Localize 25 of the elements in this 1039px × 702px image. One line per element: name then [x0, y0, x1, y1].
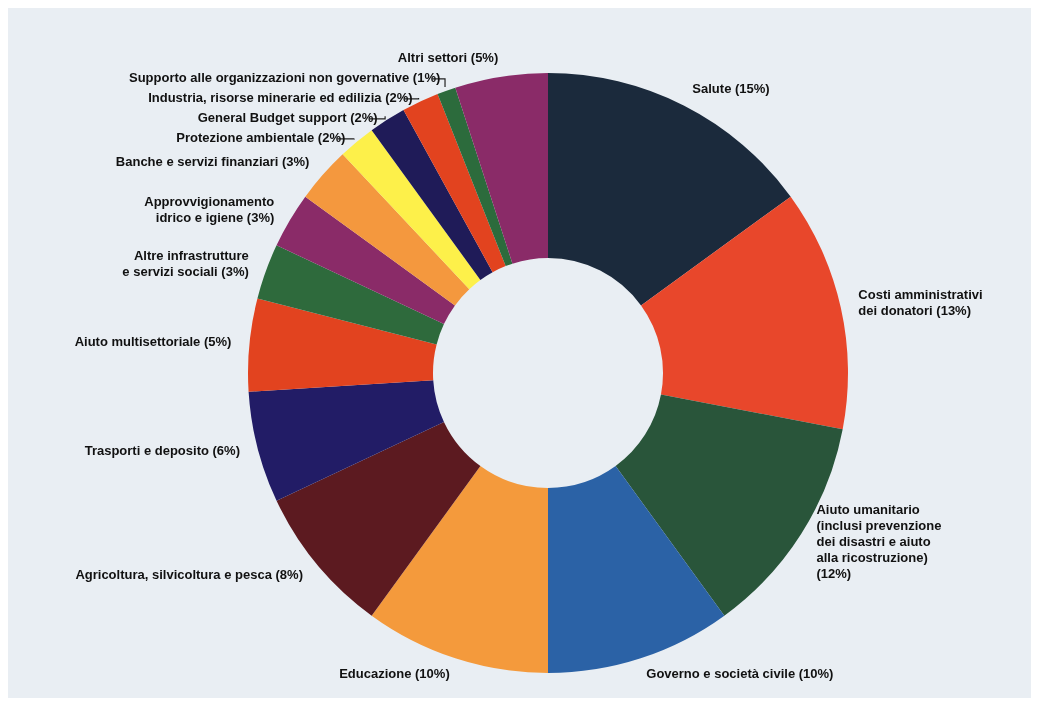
slice-label: Protezione ambientale (2%) — [176, 130, 346, 146]
donut-slice — [437, 87, 513, 267]
slice-label: Industria, risorse minerarie ed edilizia (2%) — [148, 90, 413, 106]
slice-label: Salute (15%) — [692, 81, 770, 97]
donut-slice — [276, 421, 481, 616]
slice-label: Altri settori (5%) — [397, 50, 499, 66]
slice-label: Aiuto umanitario (inclusi prevenzione dei disastri e aiuto alla ricostruzione) (12%) — [816, 502, 942, 582]
slice-label: Costi amministrativi dei donatori (13%) — [858, 287, 983, 319]
donut-slice — [276, 196, 455, 325]
slice-label: Approvvigionamento idrico e igiene (3%) — [144, 194, 275, 226]
slice-label: Trasporti e deposito (6%) — [84, 443, 240, 459]
slice-label: General Budget support (2%) — [197, 110, 378, 126]
slice-label: Agricoltura, silvicoltura e pesca (8%) — [75, 567, 303, 583]
slice-label: Altre infrastrutture e servizi sociali (3%) — [122, 248, 249, 280]
donut-slice — [641, 196, 848, 430]
slice-label: Supporto alle organizzazioni non governative (1%) — [128, 70, 441, 86]
donut-slice — [248, 380, 444, 501]
slice-label: Educazione (10%) — [339, 666, 450, 682]
donut-slice — [248, 298, 437, 392]
slice-label: Governo e società civile (10%) — [646, 666, 834, 682]
slice-label: Aiuto multisettoriale (5%) — [74, 334, 232, 350]
donut-slice — [548, 73, 791, 306]
donut-slice — [455, 73, 548, 264]
donut-slice — [257, 245, 444, 345]
slice-label: Banche e servizi finanziari (3%) — [115, 154, 310, 170]
